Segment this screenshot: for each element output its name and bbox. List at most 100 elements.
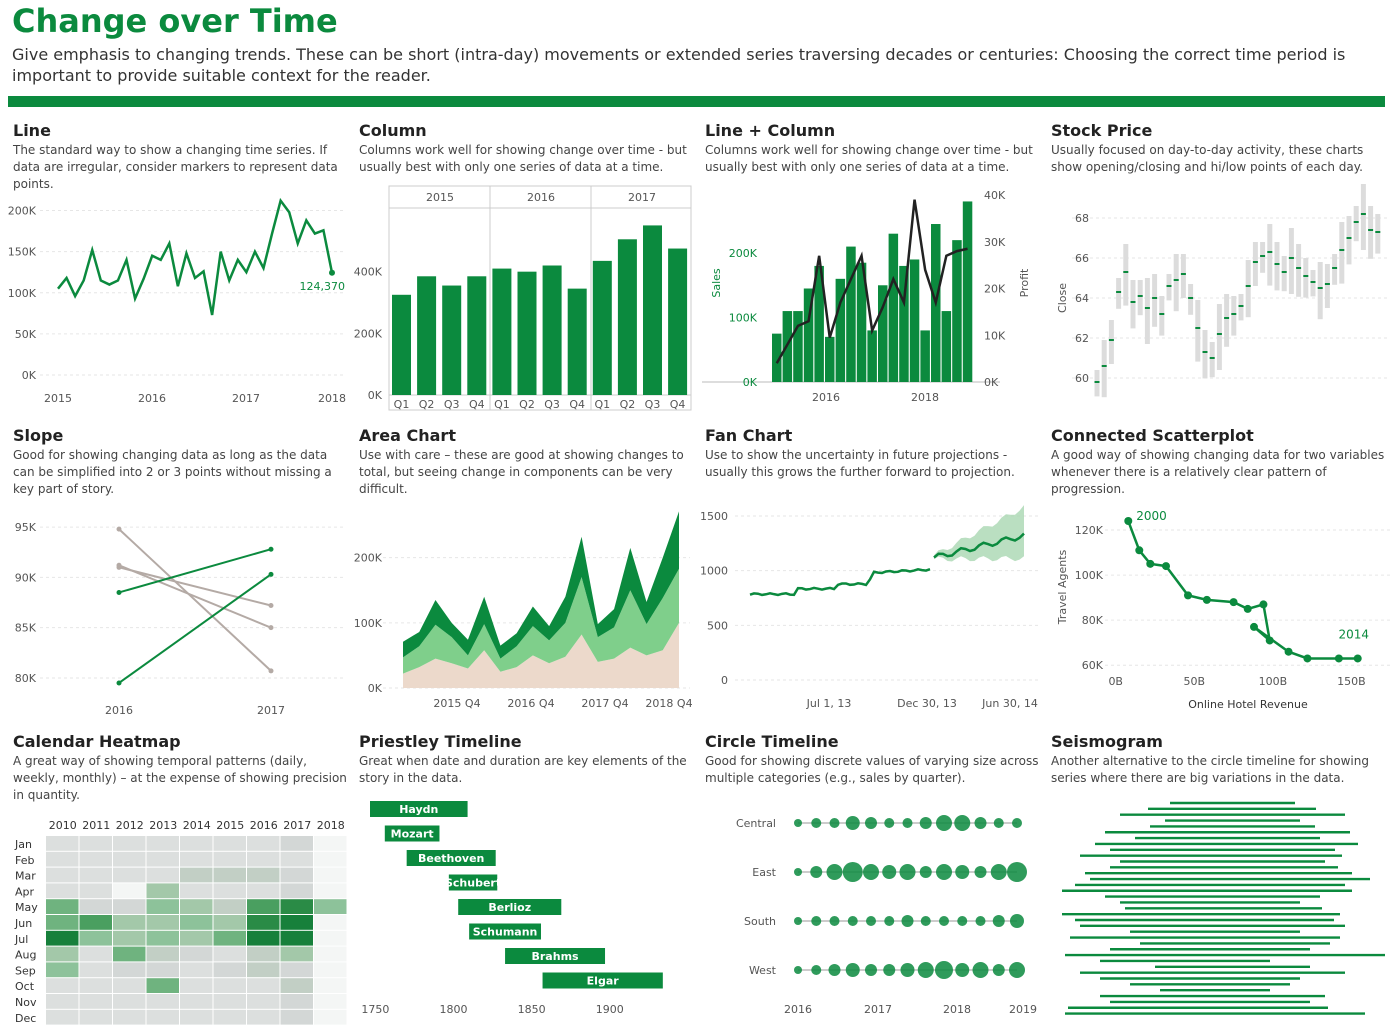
close-mark <box>1346 237 1352 239</box>
value-circle <box>1007 862 1027 882</box>
value-circle <box>1009 962 1025 978</box>
value-circle <box>829 818 840 828</box>
y-tick-label: 100K <box>729 312 758 325</box>
heat-cell <box>213 962 246 978</box>
y2-tick-label: 0K <box>984 376 999 389</box>
heat-cell <box>280 946 313 962</box>
price-range <box>1101 340 1107 398</box>
quarter-label: Q1 <box>494 398 510 411</box>
column-bar <box>517 271 537 395</box>
y-tick-label: 80K <box>1082 614 1104 627</box>
y-tick-label: 66 <box>1075 252 1089 265</box>
heat-cell <box>280 899 313 914</box>
heat-cell <box>146 930 179 946</box>
y-axis-title: Close <box>1056 283 1069 313</box>
close-mark <box>1159 313 1165 315</box>
y-tick-label: 60 <box>1075 372 1089 385</box>
heat-cell <box>314 883 347 899</box>
category-label: Central <box>736 817 776 830</box>
value-circle <box>935 961 953 979</box>
heat-cell <box>247 899 280 914</box>
value-circle <box>845 816 860 830</box>
quarter-label: Q1 <box>394 398 410 411</box>
column-bar <box>941 311 952 382</box>
value-circle <box>863 864 879 880</box>
x-tick-label: 2019 <box>1009 1003 1037 1016</box>
category-label: South <box>744 915 776 928</box>
price-range <box>1288 228 1294 294</box>
price-range <box>1094 370 1100 397</box>
composer-label: Brahms <box>532 950 580 963</box>
slope-line <box>118 566 272 607</box>
column-bar <box>442 285 462 395</box>
projection-line <box>933 532 1025 559</box>
value-circle <box>828 964 841 976</box>
price-range <box>1159 296 1165 336</box>
close-mark <box>1296 267 1302 269</box>
heat-cell <box>280 883 313 899</box>
data-point <box>1265 636 1274 645</box>
timeline-bar <box>406 850 496 866</box>
value-circle <box>917 962 934 978</box>
heat-cell <box>113 851 146 867</box>
y-tick-label: 0 <box>721 674 728 687</box>
price-range <box>1310 270 1316 297</box>
panel-description: The standard way to show a changing time… <box>13 143 338 191</box>
price-range <box>1152 274 1158 327</box>
y-tick-label: 100K <box>354 617 383 630</box>
heat-cell <box>314 915 347 930</box>
month-label: Feb <box>15 854 34 867</box>
y2-tick-label: 40K <box>984 189 1006 202</box>
data-point <box>1162 562 1170 571</box>
heat-cell <box>146 962 179 978</box>
quarter-label: Q2 <box>419 398 435 411</box>
heat-cell <box>79 1009 112 1025</box>
category-label: West <box>749 964 777 977</box>
heat-cell <box>113 946 146 962</box>
heat-cell <box>213 867 246 883</box>
x-tick-label: 150B <box>1337 675 1366 688</box>
composer-label: Berlioz <box>488 901 531 914</box>
price-range <box>1188 284 1194 315</box>
panel-title: Slope <box>13 426 64 445</box>
heat-cell <box>314 851 347 867</box>
quarter-label: Q4 <box>670 398 686 411</box>
heat-cell <box>280 915 313 930</box>
heat-cell <box>113 883 146 899</box>
panel-description: Columns work well for showing change ove… <box>705 143 1033 174</box>
close-mark <box>1368 229 1374 231</box>
slope-point <box>116 680 122 686</box>
heat-cell <box>180 946 213 962</box>
quarter-label: Q4 <box>569 398 585 411</box>
composer-label: Beethoven <box>418 852 484 865</box>
heat-cell <box>180 962 213 978</box>
heat-cell <box>180 899 213 914</box>
close-mark <box>1130 301 1136 303</box>
month-label: May <box>15 901 38 914</box>
column-bar <box>617 239 637 395</box>
quarter-label: Q3 <box>444 398 460 411</box>
column-bar <box>825 336 835 382</box>
price-range <box>1180 254 1186 298</box>
y-tick-label: 200K <box>354 552 383 565</box>
panel-title: Fan Chart <box>705 426 793 445</box>
x-tick-label: 2016 <box>138 392 166 405</box>
column-bar <box>856 262 867 382</box>
heat-cell <box>113 994 146 1009</box>
heat-cell <box>113 962 146 978</box>
panel-title: Seismogram <box>1051 732 1163 751</box>
series-line <box>57 197 334 316</box>
price-range <box>1173 254 1179 312</box>
heat-cell <box>280 930 313 946</box>
slope-point <box>116 589 122 595</box>
heat-cell <box>113 867 146 883</box>
quarter-label: Q3 <box>645 398 661 411</box>
y-tick-label: 1500 <box>700 510 728 523</box>
close-mark <box>1116 291 1122 293</box>
y-tick-label: 50K <box>15 328 37 341</box>
heat-cell <box>79 962 112 978</box>
close-mark <box>1144 307 1150 309</box>
heat-cell <box>79 883 112 899</box>
month-label: Jan <box>14 838 32 851</box>
